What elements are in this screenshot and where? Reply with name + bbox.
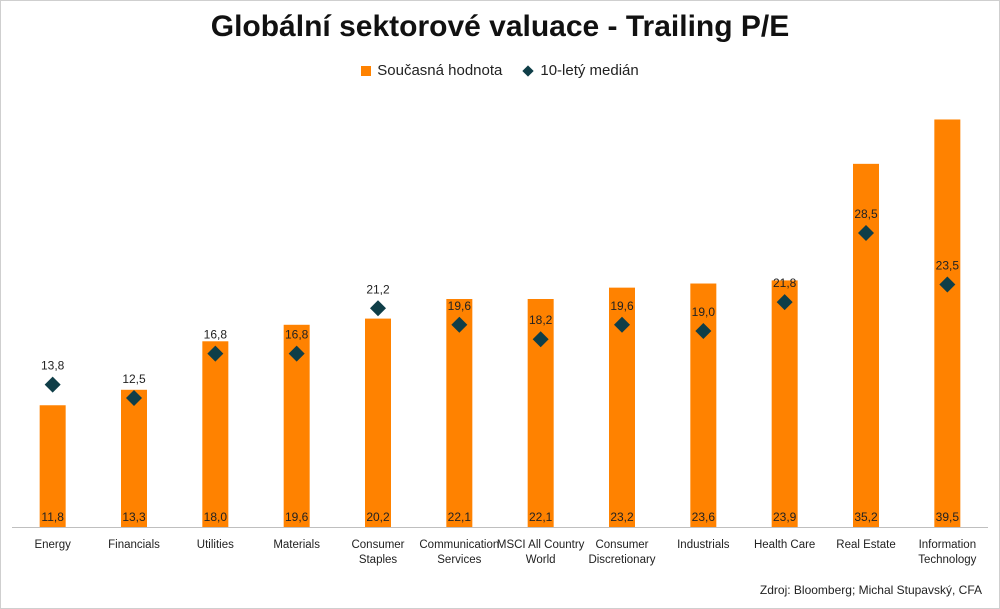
median-value-label: 19,6 <box>610 299 634 313</box>
bar-value-label: 23,6 <box>692 510 716 524</box>
median-value-label: 21,8 <box>773 276 797 290</box>
category-tick-label: Utilities <box>197 539 234 551</box>
category-tick-label: Industrials <box>677 539 730 551</box>
category-tick-label: Technology <box>918 554 976 566</box>
category-tick-label: Services <box>437 554 481 566</box>
legend-label-current: Současná hodnota <box>377 62 503 79</box>
median-marker <box>614 316 630 333</box>
bar-value-label: 18,0 <box>204 510 228 524</box>
bar-value-label: 35,2 <box>854 510 878 524</box>
bar-value-label: 23,2 <box>610 510 634 524</box>
category-tick-label: Real Estate <box>836 539 895 551</box>
median-marker <box>370 300 386 317</box>
legend-label-median: 10-letý medián <box>540 62 639 79</box>
category-tick-label: Information <box>919 539 977 551</box>
category-tick-label: Energy <box>34 539 71 551</box>
category-tick-label: Materials <box>273 539 320 551</box>
bar-value-label: 23,9 <box>773 510 797 524</box>
bar-value-label: 20,2 <box>366 510 390 524</box>
legend-item-median: 10-letý medián <box>522 62 639 79</box>
median-value-label: 16,8 <box>204 328 228 342</box>
median-value-label: 28,5 <box>854 207 878 221</box>
median-value-label: 19,6 <box>448 299 472 313</box>
bar-value-label: 22,1 <box>529 510 553 524</box>
chart-title: Globální sektorové valuace - Trailing P/… <box>210 10 790 43</box>
bar-value-label: 22,1 <box>448 510 472 524</box>
category-tick-label: Staples <box>359 554 398 566</box>
median-marker <box>858 224 874 241</box>
legend: Současná hodnota 10-letý medián <box>0 62 1000 79</box>
bar-value-label: 13,3 <box>122 510 146 524</box>
category-tick-label: Consumer <box>351 539 404 551</box>
bar-current-value <box>202 341 229 527</box>
median-marker <box>451 316 468 333</box>
category-tick-label: Health Care <box>754 539 815 551</box>
category-tick-label: World <box>526 554 556 566</box>
median-value-label: 19,0 <box>692 305 716 319</box>
category-tick-label: Consumer <box>595 539 648 551</box>
bar-current-value <box>121 389 147 527</box>
category-tick-label: Discretionary <box>588 554 655 566</box>
bar-value-label: 11,8 <box>41 510 64 524</box>
bar-current-value <box>771 280 798 527</box>
median-marker <box>207 345 224 362</box>
legend-bar-swatch <box>361 65 372 76</box>
median-value-label: 13,8 <box>41 359 65 373</box>
bar-current-value <box>365 318 391 527</box>
median-marker <box>939 276 956 293</box>
median-marker <box>695 322 712 339</box>
bar-current-value <box>853 163 879 527</box>
bar-value-label: 19,6 <box>285 510 309 524</box>
bar-current-value <box>934 119 961 527</box>
bar-current-value <box>39 405 66 527</box>
median-marker <box>776 294 793 311</box>
category-tick-label: MSCI All Country <box>497 539 585 551</box>
median-marker <box>126 390 142 407</box>
category-tick-label: Communication <box>419 539 499 551</box>
median-value-label: 16,8 <box>285 328 309 342</box>
bar-current-value <box>446 298 473 527</box>
median-value-label: 21,2 <box>366 282 390 296</box>
category-tick-label: Financials <box>108 539 160 551</box>
bar-value-label: 39,5 <box>936 510 960 524</box>
median-value-label: 12,5 <box>122 372 146 386</box>
median-marker <box>44 376 61 393</box>
median-value-label: 23,5 <box>936 259 960 273</box>
median-value-label: 18,2 <box>529 313 553 327</box>
median-marker <box>532 331 549 348</box>
median-marker <box>288 345 305 362</box>
bar-current-value <box>690 283 717 527</box>
source-note: Zdroj: Bloomberg; Michal Stupavský, CFA <box>759 583 982 597</box>
legend-item-current: Současná hodnota <box>361 62 502 79</box>
